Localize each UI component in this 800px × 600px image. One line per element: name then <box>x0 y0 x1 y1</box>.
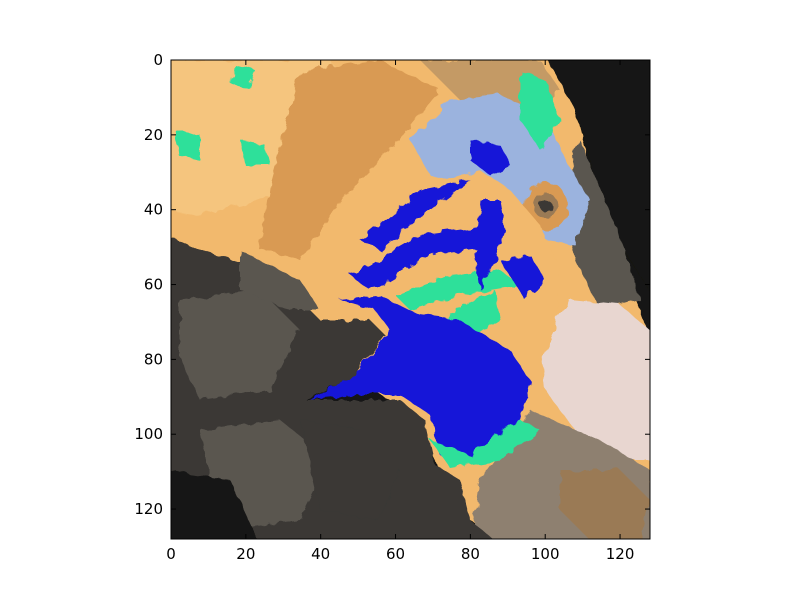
y-tick-label: 120 <box>134 500 163 518</box>
x-tick-label: 20 <box>236 545 255 563</box>
y-tick-label: 80 <box>144 350 163 368</box>
x-tick-label: 120 <box>606 545 635 563</box>
x-tick-label: 60 <box>386 545 405 563</box>
y-axis: 0 20 40 60 80 100 120 <box>134 51 650 518</box>
blue-beak-region <box>310 295 530 460</box>
y-tick-label: 40 <box>144 201 163 219</box>
parrot-image <box>171 60 650 539</box>
y-tick-label: 100 <box>134 425 163 443</box>
x-tick-label: 80 <box>461 545 480 563</box>
plot-frame <box>170 59 651 540</box>
y-tick-label: 0 <box>153 51 163 69</box>
x-tick-label: 40 <box>311 545 330 563</box>
x-tick-label: 0 <box>166 545 176 563</box>
y-tick-label: 60 <box>144 276 163 294</box>
y-tick-label: 20 <box>144 126 163 144</box>
x-tick-label: 100 <box>531 545 560 563</box>
x-axis: 0 20 40 60 80 100 120 <box>166 60 634 563</box>
